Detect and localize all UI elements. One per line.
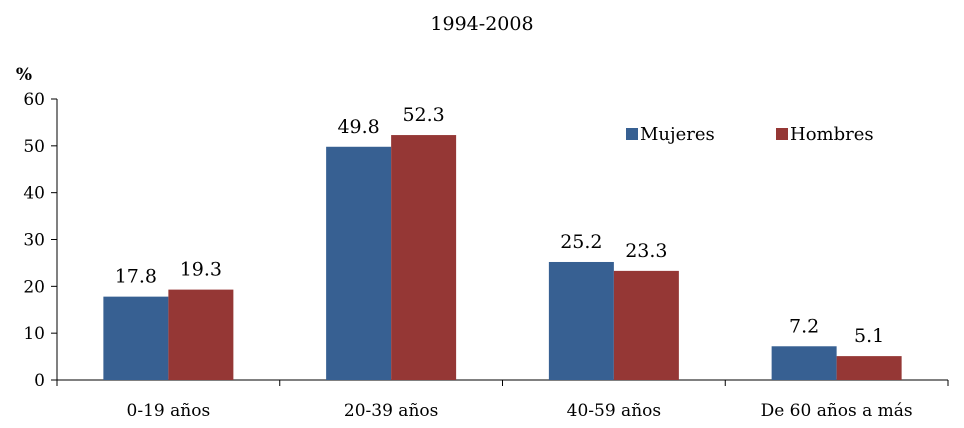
- legend: Mujeres Hombres: [626, 124, 874, 145]
- y-tick-label: 10: [23, 324, 45, 344]
- y-tick-label: 40: [23, 184, 45, 204]
- data-label: 49.8: [337, 116, 379, 138]
- y-tick-label: 20: [23, 277, 45, 297]
- data-label: 23.3: [625, 240, 667, 262]
- x-tick-label: 20-39 años: [344, 401, 438, 421]
- legend-swatch: [626, 128, 638, 140]
- bar: [548, 261, 614, 380]
- x-tick-label: 0-19 años: [127, 401, 211, 421]
- data-label: 5.1: [854, 325, 884, 347]
- chart-title: 1994-2008: [430, 13, 533, 35]
- data-label: 17.8: [115, 266, 157, 288]
- legend-swatch: [776, 128, 788, 140]
- x-tick-label: 40-59 años: [567, 401, 661, 421]
- bar: [103, 296, 169, 380]
- bar: [326, 146, 392, 380]
- y-axis-label: %: [16, 65, 32, 85]
- y-tick-label: 60: [23, 90, 45, 110]
- legend-label: Hombres: [790, 124, 874, 145]
- bar: [771, 346, 837, 380]
- bars: 17.8 49.8 25.2 7.2 19.3 52.3 23.3 5.1: [103, 104, 902, 380]
- y-tick-label: 30: [23, 231, 45, 251]
- legend-label: Mujeres: [640, 124, 715, 145]
- data-label: 52.3: [402, 104, 444, 126]
- bar: [168, 289, 234, 380]
- data-label: 7.2: [789, 315, 819, 337]
- data-label: 25.2: [560, 231, 602, 253]
- y-tick-label: 0: [34, 371, 45, 391]
- data-label: 19.3: [180, 259, 222, 281]
- bar: [836, 356, 902, 380]
- y-tick-label: 50: [23, 137, 45, 157]
- bar: [391, 135, 457, 380]
- x-tick-label: De 60 años a más: [761, 401, 913, 421]
- bar: [613, 270, 679, 380]
- axes: 0 10 20 30 40 50 60 0-19 años 20-39 años 40-59 añ…: [23, 90, 949, 421]
